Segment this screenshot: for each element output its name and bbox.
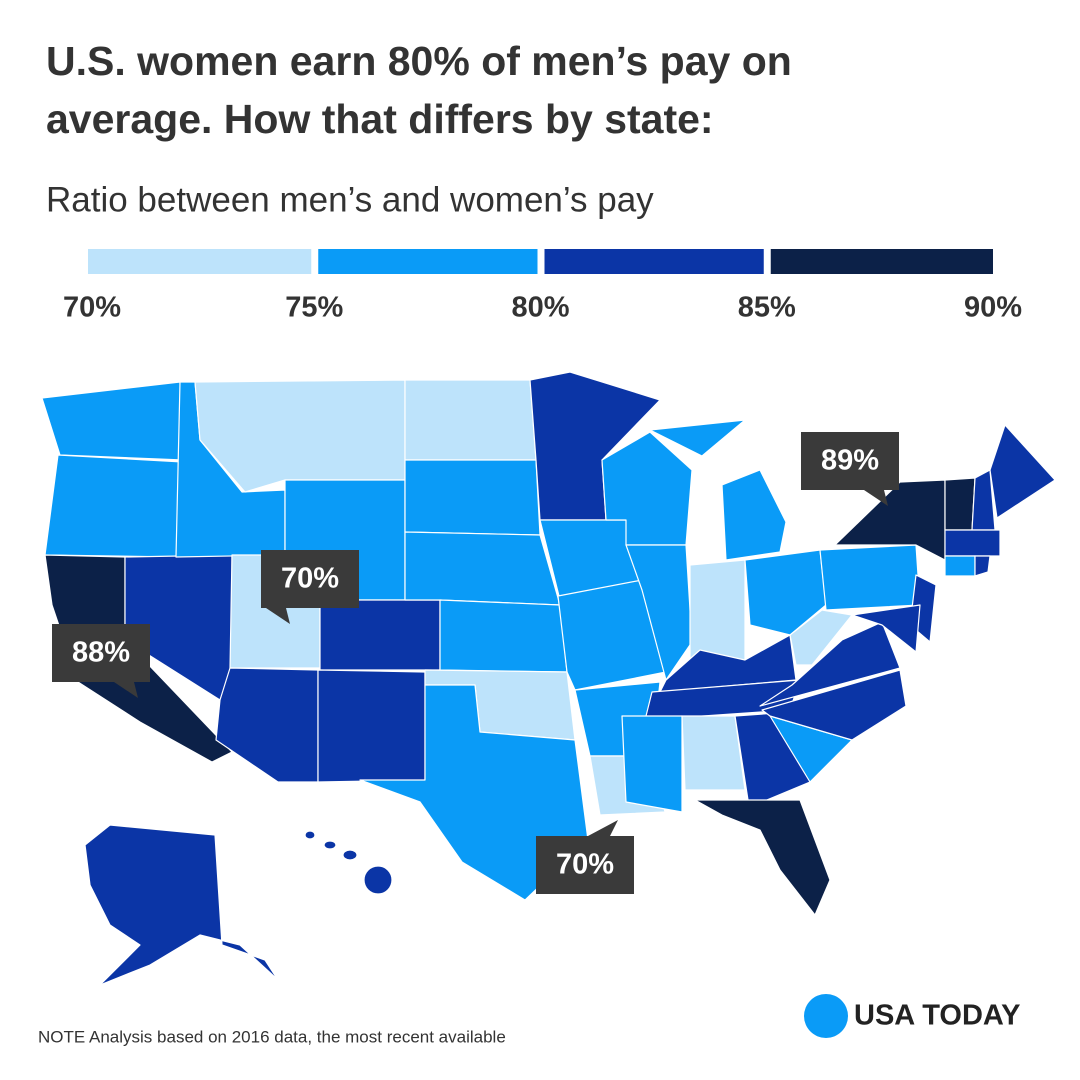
logo: USA TODAY: [854, 1000, 1021, 1032]
state: [557, 579, 667, 691]
callout-pointer: [266, 608, 290, 624]
callout-pointer: [114, 682, 138, 698]
callout-pointer: [588, 820, 618, 836]
state: [41, 381, 184, 461]
legend-tick-label: 80%: [511, 292, 569, 324]
logo-mark: [804, 994, 848, 1038]
state: [215, 667, 319, 783]
legend-tick-label: 85%: [738, 292, 796, 324]
state: [694, 799, 831, 916]
callout-label: 89%: [821, 445, 879, 477]
subtitle: Ratio between men’s and women’s pay: [46, 180, 654, 219]
legend-swatch: [318, 249, 538, 274]
legend-swatch: [770, 249, 993, 274]
state: [359, 684, 589, 901]
state: [317, 669, 426, 783]
callout-label: 70%: [281, 563, 339, 595]
state: [944, 555, 976, 577]
state: [944, 477, 976, 531]
state: [759, 621, 901, 707]
callout-pointer: [864, 490, 888, 506]
state: [621, 715, 683, 813]
state: [44, 454, 184, 558]
hawaii: [304, 830, 393, 895]
title: U.S. women earn 80% of men’s pay on: [46, 38, 792, 84]
title-line-2: average. How that differs by state:: [46, 96, 714, 142]
state: [304, 830, 316, 840]
state: [363, 865, 393, 895]
callout-box: [801, 432, 899, 490]
state: [404, 379, 537, 461]
state: [404, 531, 561, 606]
state: [761, 669, 907, 741]
callout-label: 70%: [556, 849, 614, 881]
state: [649, 419, 746, 457]
state: [744, 549, 827, 636]
title-line-1: U.S. women earn 80% of men’s pay on: [46, 38, 792, 84]
state: [319, 599, 441, 671]
legend-tick-label: 70%: [63, 292, 121, 324]
callout-box: [536, 836, 634, 894]
state: [323, 840, 337, 850]
callout-label: 88%: [72, 637, 130, 669]
legend-swatch: [88, 249, 312, 274]
state: [974, 555, 991, 577]
legend-tick-label: 90%: [964, 292, 1022, 324]
state: [721, 469, 787, 561]
legend-swatch: [544, 249, 764, 274]
state: [342, 849, 358, 861]
state: [819, 544, 921, 611]
state: [851, 604, 921, 653]
map: [41, 371, 1056, 986]
state: [944, 529, 1001, 557]
callout-box: [52, 624, 150, 682]
state: [689, 559, 746, 666]
state: [789, 609, 853, 666]
state: [625, 544, 693, 681]
state: [681, 715, 746, 791]
legend-tick-label: 75%: [285, 292, 343, 324]
state: [404, 459, 541, 536]
note: NOTE Analysis based on 2016 data, the mo…: [38, 1027, 506, 1046]
state: [439, 599, 568, 673]
callouts: 89% 70% 88% 70%: [52, 432, 899, 894]
state: [989, 424, 1056, 519]
state: [84, 824, 279, 986]
callout-box: [261, 550, 359, 608]
legend: 70% 75% 80% 85% 90%: [63, 249, 1022, 324]
